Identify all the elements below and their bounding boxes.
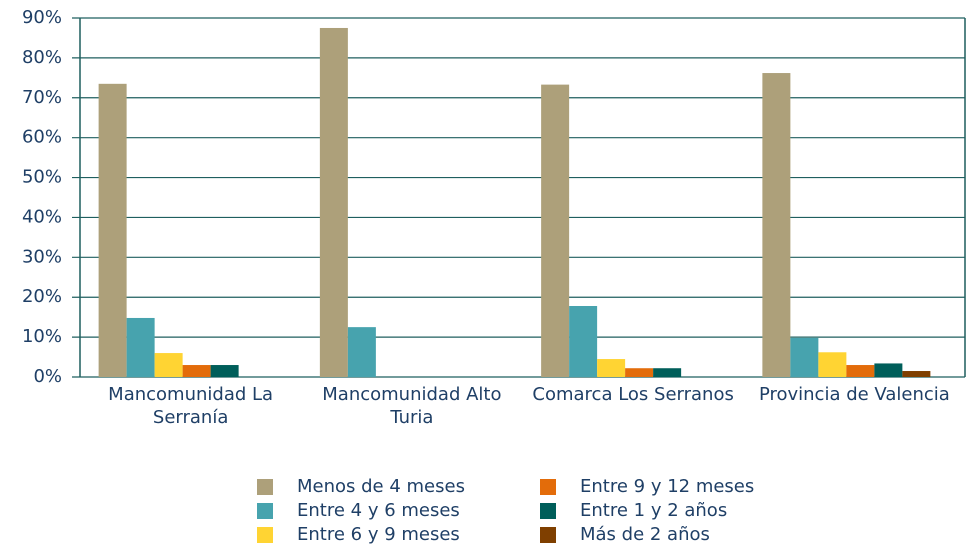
y-tick-label: 30% (22, 246, 62, 267)
bar (98, 83, 127, 378)
legend-label: Menos de 4 meses (297, 476, 465, 497)
legend-label: Más de 2 años (580, 524, 710, 545)
y-tick-label: 80% (22, 47, 62, 68)
bar (154, 353, 183, 377)
bar (541, 84, 570, 377)
legend-swatch (257, 479, 273, 495)
bar (182, 365, 211, 377)
legend-swatch (540, 479, 556, 495)
y-tick-label: 70% (22, 87, 62, 108)
legend-label: Entre 6 y 9 meses (297, 524, 460, 545)
bar (846, 365, 875, 377)
bar (126, 317, 155, 377)
x-tick-label: Mancomunidad La Serranía (108, 384, 274, 428)
legend-swatch (257, 503, 273, 519)
bar (319, 27, 348, 377)
y-tick-label: 60% (22, 127, 62, 148)
bar (210, 365, 239, 377)
y-tick-label: 20% (22, 286, 62, 307)
bar (653, 368, 682, 377)
y-tick-label: 40% (22, 206, 62, 227)
bar (762, 73, 791, 378)
legend-swatch (257, 527, 273, 543)
x-tick-label: Comarca Los Serranos (532, 384, 734, 405)
legend-label: Entre 1 y 2 años (580, 500, 727, 521)
bar (347, 327, 376, 377)
bar (597, 359, 626, 377)
x-tick-label: Provincia de Valencia (758, 384, 950, 405)
bar (625, 368, 654, 377)
y-tick-label: 10% (22, 326, 62, 347)
x-tick-label: Mancomunidad Alto Turia (322, 384, 502, 428)
legend-swatch (540, 503, 556, 519)
legend-swatch (540, 527, 556, 543)
legend-label: Entre 4 y 6 meses (297, 500, 460, 521)
y-tick-label: 50% (22, 167, 62, 188)
bar (874, 363, 903, 377)
legend-label: Entre 9 y 12 meses (580, 476, 754, 497)
bar (790, 337, 819, 377)
bar (569, 305, 598, 377)
y-tick-label: 0% (33, 366, 62, 387)
y-tick-label: 90% (22, 7, 62, 28)
bar (818, 352, 847, 377)
bar (902, 371, 931, 377)
